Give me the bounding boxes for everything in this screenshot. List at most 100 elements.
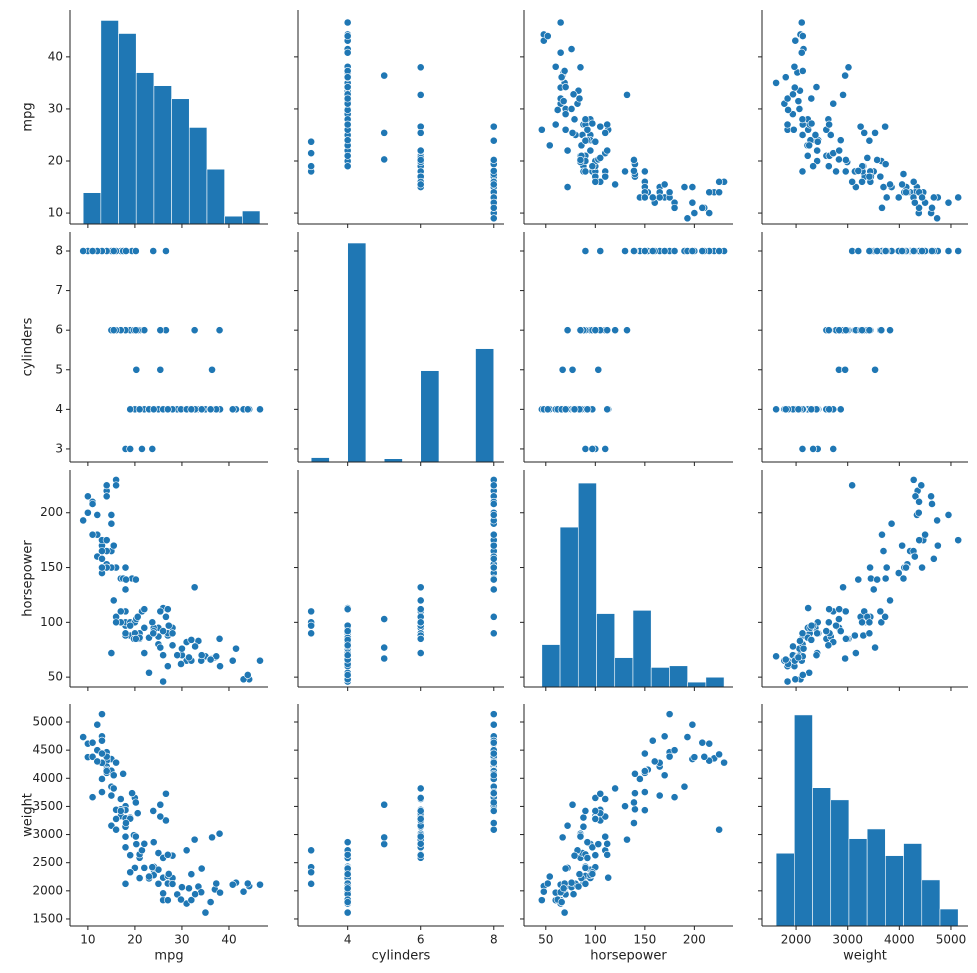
scatter-point bbox=[343, 73, 352, 82]
scatter-point bbox=[611, 326, 620, 335]
scatter-point bbox=[416, 807, 425, 815]
scatter-point bbox=[631, 769, 639, 778]
scatter-point bbox=[899, 170, 908, 178]
scatter-point bbox=[187, 896, 196, 904]
scatter-point bbox=[121, 563, 130, 572]
scatter-point bbox=[156, 643, 165, 652]
scatter-point bbox=[909, 177, 918, 186]
scatter-point bbox=[839, 583, 847, 592]
scatter-point bbox=[112, 815, 120, 823]
scatter-point bbox=[655, 791, 664, 800]
scatter-point bbox=[876, 172, 885, 181]
scatter-point bbox=[928, 500, 936, 508]
scatter-point bbox=[116, 807, 125, 815]
scatter-point bbox=[591, 807, 600, 815]
scatter-point bbox=[216, 888, 224, 897]
scatter-point bbox=[917, 481, 926, 490]
scatter-point bbox=[915, 203, 923, 212]
y-tick-label: 10 bbox=[48, 206, 63, 220]
scatter-point bbox=[812, 651, 821, 660]
scatter-point bbox=[243, 671, 252, 679]
scatter-point bbox=[813, 146, 822, 155]
scatter-point bbox=[772, 78, 780, 87]
hist-bar bbox=[135, 72, 155, 225]
x-axis-label: cylinders bbox=[372, 949, 431, 964]
scatter-point bbox=[201, 908, 210, 917]
scatter-point bbox=[145, 668, 153, 677]
scatter-point bbox=[343, 898, 352, 906]
scatter-point bbox=[603, 120, 612, 129]
scatter-point bbox=[380, 615, 389, 623]
scatter-point bbox=[873, 247, 882, 255]
scatter-point bbox=[783, 677, 792, 686]
scatter-point bbox=[851, 649, 860, 657]
scatter-point bbox=[621, 247, 629, 255]
scatter-point bbox=[698, 738, 707, 747]
panel bbox=[294, 470, 504, 691]
scatter-point bbox=[98, 547, 106, 556]
scatter-point bbox=[863, 153, 872, 162]
scatter-point bbox=[416, 90, 425, 99]
y-tick-label: 150 bbox=[40, 560, 63, 574]
scatter-point bbox=[688, 720, 697, 729]
scatter-point bbox=[881, 247, 890, 255]
scatter-point bbox=[138, 445, 146, 453]
scatter-point bbox=[586, 146, 595, 155]
scatter-point bbox=[489, 798, 498, 807]
scatter-point bbox=[698, 203, 707, 212]
scatter-point bbox=[159, 651, 168, 660]
scatter-point bbox=[556, 18, 565, 27]
scatter-point bbox=[954, 247, 963, 255]
scatter-point bbox=[156, 800, 165, 809]
scatter-point bbox=[116, 795, 125, 803]
panel bbox=[758, 10, 968, 228]
scatter-point bbox=[860, 128, 869, 137]
scatter-point bbox=[825, 605, 834, 614]
scatter-point bbox=[343, 850, 352, 859]
scatter-point bbox=[688, 183, 697, 191]
scatter-point bbox=[648, 193, 657, 202]
scatter-point bbox=[640, 749, 649, 758]
scatter-point bbox=[944, 247, 953, 255]
scatter-point bbox=[813, 157, 822, 165]
scatter-point bbox=[683, 214, 692, 223]
hist-bar bbox=[632, 610, 652, 688]
y-tick-label: 3000 bbox=[32, 827, 63, 841]
scatter-point bbox=[140, 326, 149, 335]
x-tick-label: 4000 bbox=[884, 933, 915, 947]
scatter-point bbox=[126, 621, 135, 630]
scatter-point bbox=[187, 635, 196, 644]
scatter-point bbox=[135, 405, 144, 414]
scatter-point bbox=[588, 445, 597, 453]
scatter-point bbox=[121, 629, 130, 638]
scatter-point bbox=[107, 511, 116, 519]
scatter-point bbox=[83, 508, 92, 517]
scatter-point bbox=[796, 637, 804, 645]
x-tick-label: 50 bbox=[538, 933, 553, 947]
x-tick-label: 40 bbox=[221, 933, 236, 947]
scatter-point bbox=[416, 156, 425, 164]
scatter-point bbox=[583, 405, 592, 414]
scatter-point bbox=[772, 405, 780, 414]
scatter-point bbox=[795, 105, 804, 113]
scatter-point bbox=[416, 784, 425, 793]
scatter-point bbox=[954, 536, 963, 545]
scatter-point bbox=[581, 807, 590, 815]
scatter-point bbox=[623, 326, 631, 335]
scatter-point bbox=[841, 167, 850, 176]
scatter-point bbox=[159, 677, 168, 686]
scatter-point bbox=[149, 629, 158, 638]
scatter-point bbox=[928, 203, 936, 212]
scatter-point bbox=[858, 618, 866, 627]
scatter-point bbox=[824, 618, 833, 627]
hist-bar bbox=[188, 127, 208, 225]
scatter-point bbox=[343, 83, 352, 91]
scatter-point bbox=[559, 884, 568, 893]
scatter-point bbox=[154, 879, 163, 888]
scatter-point bbox=[489, 481, 498, 490]
x-tick-label: 20 bbox=[127, 933, 142, 947]
scatter-point bbox=[561, 125, 570, 134]
y-tick-label: 5000 bbox=[32, 715, 63, 729]
scatter-point bbox=[909, 475, 918, 484]
scatter-point bbox=[705, 209, 714, 217]
